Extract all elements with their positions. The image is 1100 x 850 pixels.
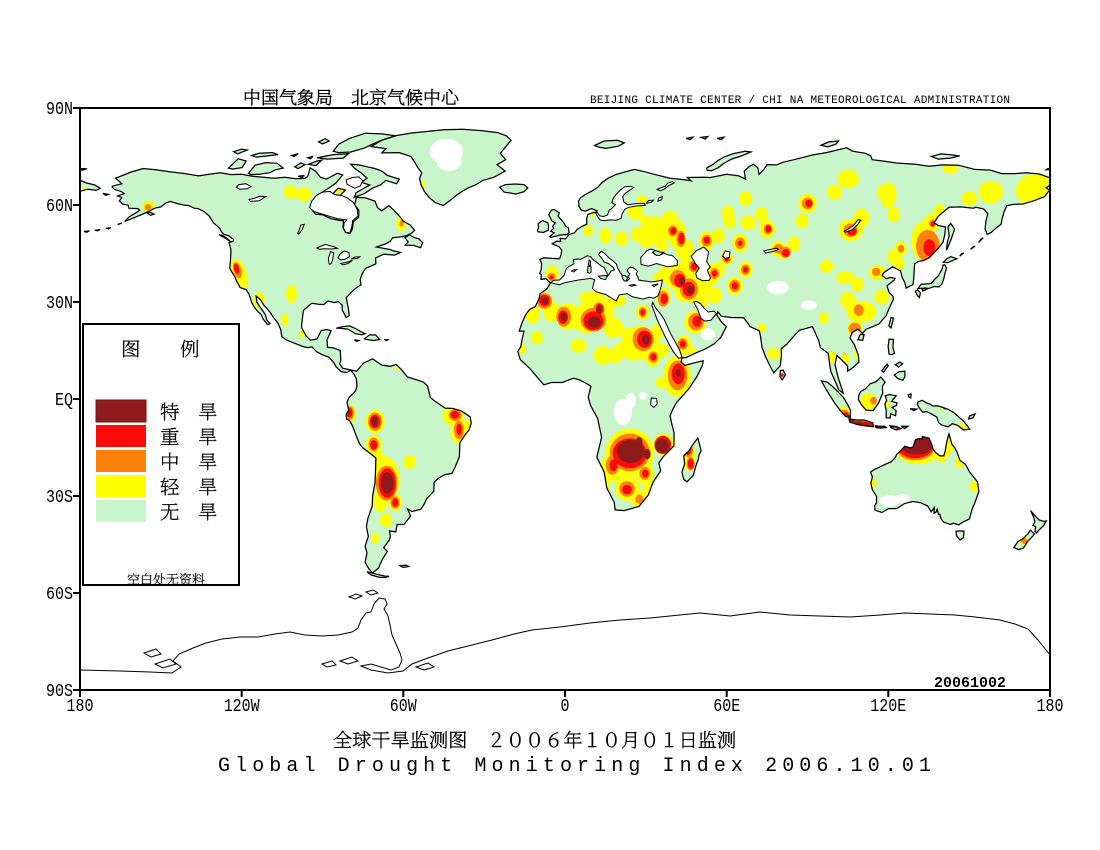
svg-text:180: 180 [1037,697,1064,717]
svg-text:60E: 60E [713,697,740,717]
svg-text:EQ: EQ [55,391,73,411]
svg-text:120E: 120E [870,697,906,717]
svg-text:0: 0 [561,697,570,717]
svg-text:90N: 90N [46,100,73,120]
svg-text:120W: 120W [224,697,260,717]
svg-text:90S: 90S [46,682,73,702]
svg-text:60N: 60N [46,197,73,217]
svg-text:30N: 30N [46,294,73,314]
svg-text:60W: 60W [390,697,417,717]
svg-text:30S: 30S [46,488,73,508]
svg-text:20061002: 20061002 [934,675,1006,692]
svg-text:180: 180 [67,697,94,717]
svg-text:BEIJING CLIMATE CENTER / CHI N: BEIJING CLIMATE CENTER / CHI NA METEOROL… [590,95,1010,107]
svg-text:60S: 60S [46,585,73,605]
